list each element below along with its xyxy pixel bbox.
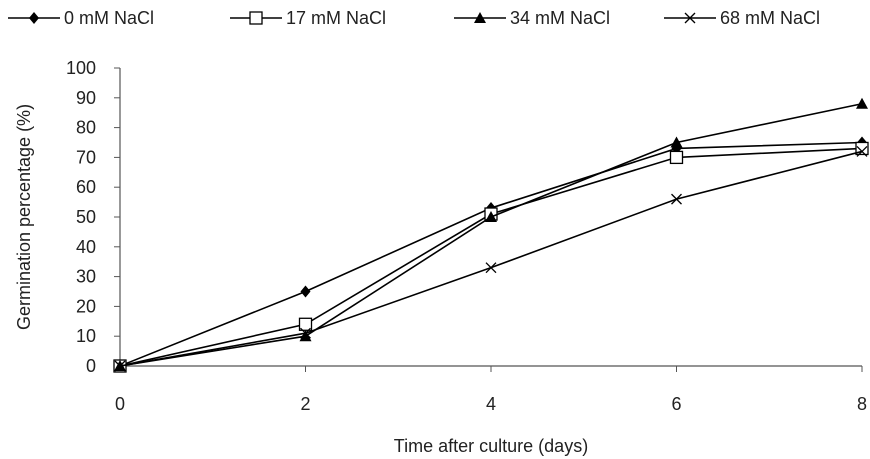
- series-1: [113, 141, 869, 373]
- y-tick-label: 100: [66, 58, 96, 78]
- data-point: [485, 211, 497, 222]
- series-line: [119, 102, 863, 367]
- y-tick-label: 10: [76, 326, 96, 346]
- y-axis-ticks: 0 10 20 30 40 50 60 70 80 90 100: [66, 58, 120, 376]
- x-tick-label: 6: [671, 394, 681, 414]
- x-tick-label: 2: [300, 394, 310, 414]
- data-point: [670, 136, 683, 148]
- legend-item-3: 68 mM NaCl: [664, 8, 820, 28]
- legend-marker: [249, 11, 263, 25]
- legend-label: 0 mM NaCl: [64, 8, 154, 28]
- data-point: [856, 97, 868, 109]
- y-tick-label: 20: [76, 296, 96, 316]
- y-tick-label: 60: [76, 177, 96, 197]
- legend-item-2: 34 mM NaCl: [454, 8, 610, 28]
- legend-marker: [684, 12, 696, 24]
- series-line: [119, 141, 863, 367]
- series-0: [115, 136, 867, 372]
- series-2: [114, 97, 868, 371]
- series-line: [119, 150, 863, 367]
- y-tick-label: 0: [86, 356, 96, 376]
- legend-label: 34 mM NaCl: [510, 8, 610, 28]
- data-point: [669, 150, 684, 165]
- legend: 0 mM NaCl 17 mM NaCl 34 mM NaCl 68 mM NaCl: [8, 8, 820, 28]
- y-tick-label: 80: [76, 118, 96, 138]
- data-point: [300, 285, 311, 298]
- legend-label: 68 mM NaCl: [720, 8, 820, 28]
- y-tick-label: 70: [76, 147, 96, 167]
- data-point: [114, 360, 126, 372]
- x-tick-label: 0: [115, 394, 125, 414]
- legend-item-0: 0 mM NaCl: [8, 8, 154, 28]
- legend-marker: [474, 12, 486, 23]
- data-point: [485, 262, 497, 274]
- x-axis-ticks: 0 2 4 6 8: [115, 366, 867, 414]
- legend-item-1: 17 mM NaCl: [230, 8, 386, 28]
- axes: [119, 68, 862, 367]
- legend-marker: [29, 12, 39, 24]
- data-point: [856, 145, 868, 157]
- series-3: [114, 145, 868, 372]
- data-point: [671, 193, 682, 205]
- legend-label: 17 mM NaCl: [286, 8, 386, 28]
- y-tick-label: 90: [76, 88, 96, 108]
- y-tick-label: 40: [76, 237, 96, 257]
- y-axis-title: Germination percentage (%): [14, 104, 34, 330]
- data-point: [299, 330, 312, 342]
- series-line: [119, 147, 863, 367]
- x-axis-title: Time after culture (days): [394, 436, 588, 456]
- x-tick-label: 4: [486, 394, 496, 414]
- data-point: [300, 327, 311, 339]
- x-tick-label: 8: [857, 394, 867, 414]
- y-tick-label: 30: [76, 267, 96, 287]
- series-layer: [113, 97, 869, 373]
- y-tick-label: 50: [76, 207, 96, 227]
